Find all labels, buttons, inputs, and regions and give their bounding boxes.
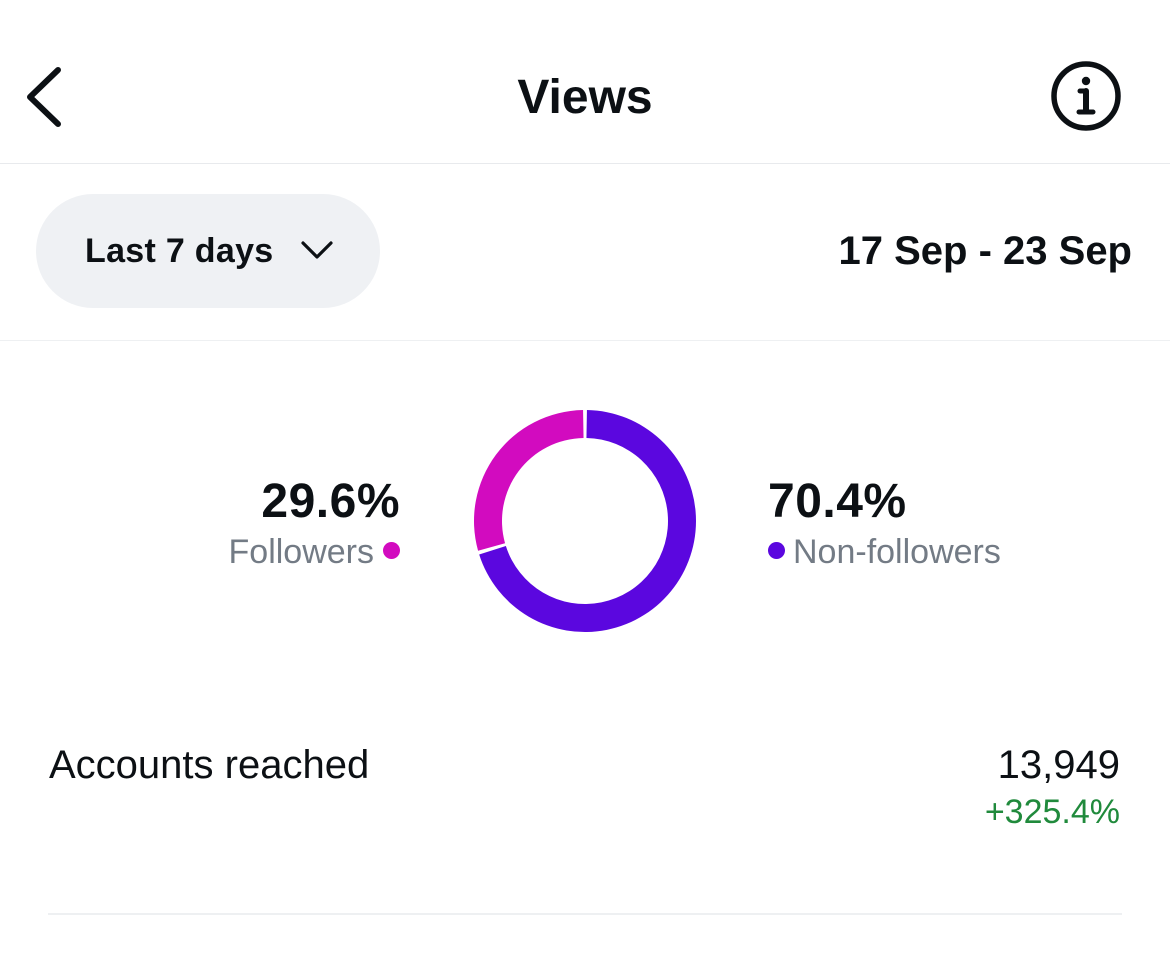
followers-stat: 29.6% Followers (229, 473, 400, 573)
donut-chart (474, 410, 696, 632)
followers-legend: Followers (229, 531, 400, 573)
page-title: Views (517, 71, 653, 124)
non-followers-legend: Non-followers (768, 531, 1001, 573)
accounts-reached-label: Accounts reached (49, 743, 370, 787)
followers-legend-dot (383, 541, 400, 559)
info-button[interactable] (1048, 58, 1124, 134)
accounts-reached-row[interactable]: Accounts reached 13,949 +325.4% (0, 730, 1170, 880)
non-followers-legend-label: Non-followers (793, 533, 1001, 571)
info-circle-icon (1051, 61, 1121, 131)
audience-chart: 29.6% Followers 70.4% Non-followers (0, 341, 1170, 701)
non-followers-percentage: 70.4% (768, 475, 907, 528)
accounts-reached-value: 13,949 (997, 743, 1120, 787)
filter-row: Last 7 days 17 Sep - 23 Sep (0, 164, 1170, 341)
date-range-dropdown-label: Last 7 days (85, 232, 274, 270)
divider (48, 913, 1122, 915)
non-followers-stat: 70.4% Non-followers (768, 473, 1001, 573)
non-followers-legend-dot (768, 541, 785, 559)
date-range-text: 17 Sep - 23 Sep (838, 229, 1132, 273)
followers-percentage: 29.6% (261, 475, 400, 528)
followers-slice (474, 410, 584, 551)
chevron-down-icon (301, 241, 333, 259)
header: Views (0, 0, 1170, 164)
date-range-dropdown[interactable]: Last 7 days (36, 194, 380, 308)
accounts-reached-change: +325.4% (984, 793, 1120, 831)
followers-legend-label: Followers (228, 533, 374, 571)
chevron-left-icon (27, 67, 61, 127)
back-button[interactable] (18, 60, 74, 132)
